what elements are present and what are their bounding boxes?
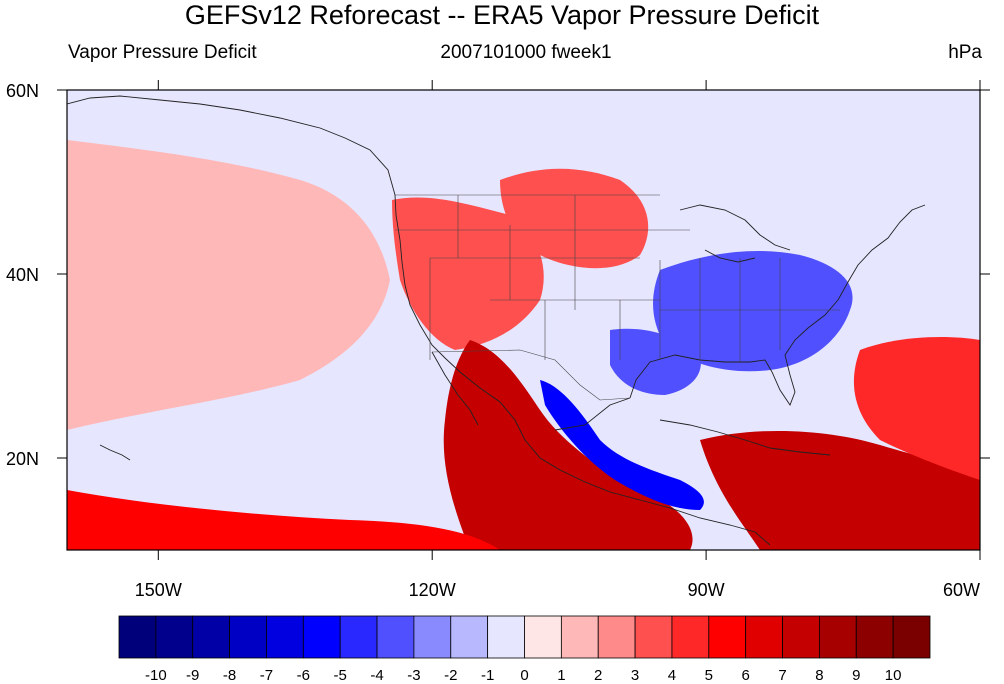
region-negative-pacific-pocket [375,143,430,168]
lon-tick-label: 150W [135,580,182,600]
lon-tick-label: 60W [943,580,980,600]
axis-tick-labels: 150W 120W 90W 60W 60N 40N 20N [6,81,980,600]
colorbar-label: -7 [260,667,273,684]
colorbar-label: 5 [705,667,713,684]
chart-title: GEFSv12 Reforecast -- ERA5 Vapor Pressur… [184,0,820,30]
colorbar-swatch [302,615,341,659]
map-field [67,90,980,550]
lat-tick-label: 60N [6,81,39,101]
colorbar-swatch [855,615,894,659]
colorbar-swatch [597,615,636,659]
units-label: hPa [948,42,982,63]
colorbar-swatch [339,615,378,659]
colorbar-swatch [708,615,747,659]
colorbar-swatch [671,615,710,659]
region-negative-eastern-us [653,250,853,372]
colorbar-label: 8 [815,667,823,684]
colorbar-swatch [634,615,673,659]
region-negative-gulf-coast [610,328,701,395]
colorbar-swatch [487,615,525,659]
colorbar-label: -6 [297,667,310,684]
colorbar: -10 -9 -8 -7 -6 -5 -4 -3 -2 -1 0 1 2 3 4 5 6 7 8 9 10 [118,615,931,684]
colorbar-label: -2 [444,667,457,684]
colorbar-swatch [413,615,452,659]
region-positive-atlantic [853,337,980,480]
variable-label: Vapor Pressure Deficit [68,42,257,63]
region-positive-northern-plains [500,168,649,269]
colorbar-swatch [229,615,267,659]
colorbar-label: -10 [145,667,167,684]
colorbar-swatch [560,615,599,659]
region-positive-ne-pacific [67,140,390,430]
colorbar-label: -8 [223,667,236,684]
region-positive-southern-pacific-band [67,490,500,550]
lat-tick-label: 20N [6,449,39,469]
colorbar-label: -5 [334,667,347,684]
colorbar-label: 4 [668,667,676,684]
colorbar-swatch [892,615,931,659]
forecast-date-label: 2007101000 fweek1 [440,42,612,63]
colorbar-label: 0 [520,667,528,684]
colorbar-swatch [782,615,820,659]
colorbar-label: 9 [852,667,860,684]
region-negative-central-mexico [540,380,704,510]
colorbar-label: -9 [186,667,199,684]
colorbar-label: -3 [407,667,420,684]
axis-ticks [57,80,990,560]
colorbar-label: 7 [778,667,786,684]
colorbar-label: 10 [885,667,902,684]
colorbar-label: 2 [594,667,602,684]
region-positive-caribbean [700,430,980,550]
colorbar-swatch [376,615,415,659]
colorbar-swatch [819,615,857,659]
colorbar-label: -1 [481,667,494,684]
lon-tick-label: 120W [409,580,456,600]
colorbar-swatch [745,615,783,659]
colorbar-swatch [266,615,304,659]
colorbar-label: -4 [370,667,383,684]
colorbar-swatch [524,615,562,659]
colorbar-swatch [155,615,194,659]
colorbar-label: 6 [742,667,750,684]
colorbar-swatch [450,615,489,659]
lat-tick-label: 40N [6,265,39,285]
colorbar-label: 3 [631,667,639,684]
political-borders [395,194,840,401]
colorbar-label: 1 [557,667,565,684]
colorbar-swatch [192,615,230,659]
lon-tick-label: 90W [688,580,725,600]
map-frame [66,89,981,551]
colorbar-swatch [118,615,157,659]
